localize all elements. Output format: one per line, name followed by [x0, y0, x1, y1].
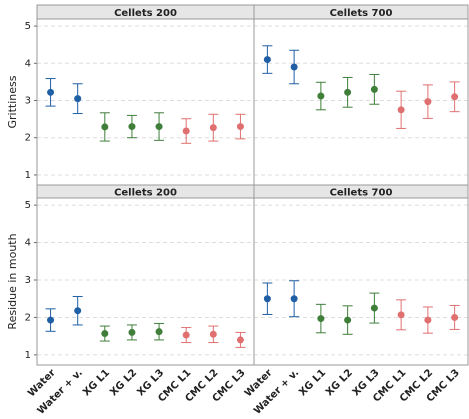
point — [370, 85, 378, 93]
x-tick-label: XG L2 — [108, 367, 139, 398]
y-tick-label: 2 — [25, 133, 31, 144]
panel-frame — [253, 18, 469, 186]
point — [209, 124, 217, 132]
point — [155, 328, 163, 336]
point — [397, 106, 405, 114]
panel-title: Cellets 700 — [330, 188, 393, 199]
point — [424, 98, 432, 106]
point — [236, 336, 244, 344]
point — [290, 63, 298, 71]
panel-title: Cellets 200 — [114, 8, 177, 19]
point — [370, 304, 378, 312]
point — [101, 123, 109, 131]
point — [290, 295, 298, 303]
point — [74, 95, 82, 103]
point — [101, 330, 109, 338]
point — [47, 316, 55, 324]
point — [182, 331, 190, 339]
y-tick-label: 3 — [25, 96, 31, 107]
point — [263, 295, 271, 303]
point — [424, 316, 432, 324]
point — [344, 88, 352, 96]
y-axis-label: Residue in mouth — [6, 233, 19, 329]
point — [128, 328, 136, 336]
x-tick-label: XG L1 — [297, 367, 328, 398]
point — [317, 92, 325, 100]
y-tick-label: 2 — [25, 312, 31, 323]
y-tick-label: 1 — [25, 350, 31, 361]
panel-title: Cellets 200 — [114, 188, 177, 199]
point — [182, 127, 190, 135]
y-tick-label: 4 — [25, 58, 31, 69]
point — [451, 313, 459, 321]
point — [451, 93, 459, 101]
point — [155, 123, 163, 131]
point — [317, 315, 325, 323]
panel-frame — [36, 197, 255, 366]
point — [397, 311, 405, 319]
y-tick-label: 5 — [25, 21, 31, 32]
y-tick-label: 1 — [25, 170, 31, 181]
y-tick-label: 3 — [25, 275, 31, 286]
y-axis-label: Grittiness — [6, 75, 19, 128]
point — [236, 123, 244, 131]
point — [74, 307, 82, 315]
y-tick-label: 5 — [25, 200, 31, 211]
y-tick-label: 4 — [25, 238, 31, 249]
point — [344, 316, 352, 324]
point — [263, 56, 271, 64]
point — [47, 88, 55, 96]
panel-frame — [36, 18, 255, 186]
x-tick-label: XG L2 — [324, 367, 355, 398]
point — [209, 330, 217, 338]
panel-title: Cellets 700 — [330, 8, 393, 19]
point — [128, 123, 136, 131]
panel-frame — [253, 197, 469, 366]
x-tick-label: XG L1 — [81, 367, 112, 398]
